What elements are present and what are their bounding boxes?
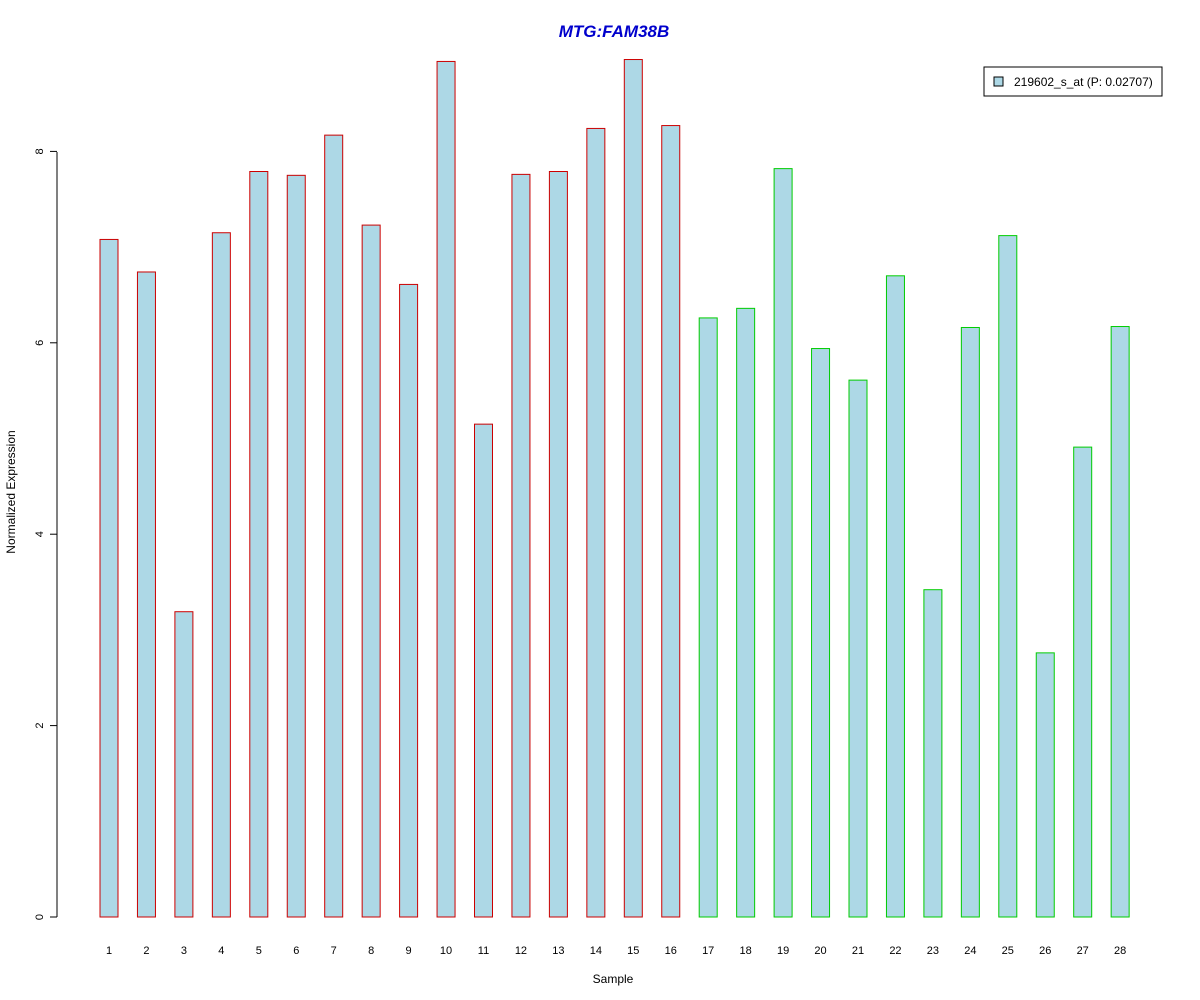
x-axis-title: Sample	[593, 972, 634, 986]
x-tick-label: 19	[777, 945, 789, 957]
y-tick-label: 0	[34, 914, 46, 920]
x-tick-label: 2	[143, 945, 149, 957]
y-axis-ticks: 0 2 4 6 8	[34, 148, 57, 920]
bar-sample-7	[324, 134, 344, 918]
bar-sample-20	[811, 348, 831, 918]
bar-sample-23	[923, 589, 943, 918]
x-tick-label: 5	[256, 945, 262, 957]
y-axis-title: Normalized Expression	[4, 430, 18, 553]
legend-swatch	[993, 76, 1004, 87]
bar-sample-25	[998, 235, 1018, 918]
bar-sample-21	[848, 379, 868, 918]
y-tick-label: 8	[34, 148, 46, 154]
bar-sample-10	[436, 60, 456, 918]
x-tick-label: 22	[889, 945, 901, 957]
y-tick-label: 6	[34, 340, 46, 346]
x-tick-label: 17	[702, 945, 714, 957]
x-tick-label: 11	[478, 945, 489, 957]
x-tick-label: 24	[964, 945, 976, 957]
legend-box	[983, 66, 1163, 97]
y-tick-label: 4	[34, 531, 46, 537]
bar-sample-11	[474, 423, 493, 918]
x-tick-label: 21	[852, 945, 864, 957]
bar-sample-12	[511, 173, 531, 918]
x-tick-label: 7	[331, 945, 337, 957]
x-tick-label: 27	[1077, 945, 1089, 957]
x-tick-label: 3	[181, 945, 187, 957]
bar-sample-26	[1035, 652, 1055, 918]
bar-sample-8	[361, 224, 381, 918]
bar-sample-2	[136, 271, 156, 918]
x-tick-label: 28	[1114, 945, 1126, 957]
legend: 219602_s_at (P: 0.02707)	[983, 66, 1163, 97]
bar-sample-9	[399, 283, 419, 918]
x-tick-label: 10	[440, 945, 452, 957]
x-tick-label: 15	[627, 945, 639, 957]
x-tick-label: 25	[1002, 945, 1014, 957]
bar-sample-27	[1073, 446, 1093, 918]
x-tick-label: 9	[406, 945, 412, 957]
bar-sample-15	[623, 59, 643, 918]
bar-sample-18	[736, 307, 756, 918]
bar-sample-6	[286, 174, 306, 918]
bar-sample-19	[773, 168, 793, 918]
bar-sample-17	[698, 317, 718, 918]
bar-sample-3	[174, 611, 194, 918]
chart-title: MTG:FAM38B	[559, 22, 670, 41]
x-tick-label: 6	[293, 945, 299, 957]
x-tick-label: 23	[927, 945, 939, 957]
x-tick-label: 12	[515, 945, 527, 957]
x-tick-label: 14	[590, 945, 602, 957]
x-tick-label: 20	[814, 945, 826, 957]
bars-group	[99, 59, 1130, 918]
bar-sample-4	[211, 232, 231, 918]
bar-sample-28	[1110, 326, 1130, 918]
y-tick-label: 2	[34, 723, 46, 729]
x-axis-tick-labels: 1 2 3 4 5 6 7 8 9 10 11 12 13 14 15 16 17 18 19 20 21 22 23 24 2…	[106, 945, 1126, 957]
bar-sample-14	[586, 127, 606, 918]
bar-sample-5	[249, 170, 269, 918]
bar-sample-24	[960, 326, 980, 918]
x-tick-label: 13	[552, 945, 564, 957]
x-tick-label: 26	[1039, 945, 1051, 957]
bar-sample-13	[548, 170, 568, 918]
legend-label: 219602_s_at (P: 0.02707)	[1014, 75, 1153, 89]
x-tick-label: 16	[665, 945, 677, 957]
bar-sample-1	[99, 238, 119, 918]
bar-sample-16	[661, 125, 681, 918]
x-tick-label: 8	[368, 945, 374, 957]
x-tick-label: 1	[106, 945, 112, 957]
x-tick-label: 18	[740, 945, 752, 957]
x-tick-label: 4	[218, 945, 224, 957]
bar-sample-22	[885, 275, 905, 918]
